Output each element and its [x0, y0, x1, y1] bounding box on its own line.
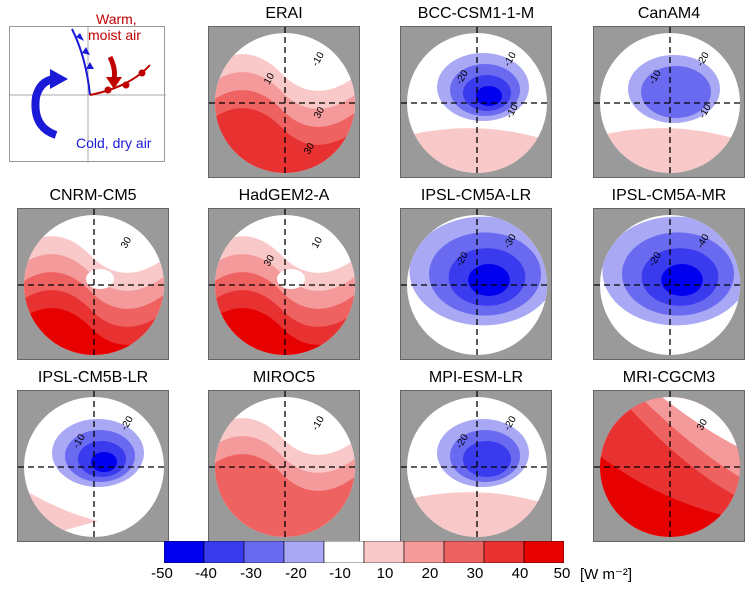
colorbar — [164, 541, 564, 563]
panel-title: ERAI — [265, 5, 303, 22]
map-field: -20-10 — [18, 391, 168, 541]
colorbar-tick-label: -50 — [151, 565, 173, 582]
map-field: 10 30 — [209, 209, 359, 359]
map-field: -40-20 — [594, 209, 744, 359]
map-field: 30 — [18, 209, 168, 359]
contour-label: 30 — [119, 235, 134, 251]
map-panel: 30 — [593, 390, 745, 542]
map-field: -10 — [209, 391, 359, 541]
panel-title: CanAM4 — [637, 5, 701, 22]
colorbar-tick-label: -30 — [240, 565, 262, 582]
schematic-panel: Warm, moist air Cold, dry air — [9, 11, 166, 163]
colorbar-bin — [443, 541, 485, 563]
map-panel: -10 — [208, 390, 360, 542]
contour-label: 30 — [302, 141, 317, 157]
colorbar-bin — [363, 541, 405, 563]
colorbar-tick-label: 50 — [553, 565, 571, 582]
schematic-drawing — [10, 27, 166, 163]
map-panel: -20 -10 -10 — [593, 26, 745, 178]
map-field: -30-20 — [401, 209, 551, 359]
colorbar-bin — [203, 541, 245, 563]
panel-title: MRI-CGCM3 — [622, 369, 716, 386]
map-panel: -40 -20 — [593, 208, 745, 360]
colorbar-tick-label: 20 — [421, 565, 439, 582]
colorbar-tick-label: 40 — [511, 565, 529, 582]
contour-label: 10 — [310, 235, 325, 251]
panel-title: IPSL-CM5A-MR — [611, 187, 727, 204]
map-panel: -20 -20 — [400, 390, 552, 542]
map-panel: 30 — [17, 208, 169, 360]
map-panel: -10 -20 -10 — [400, 26, 552, 178]
contour-label: 30 — [695, 417, 710, 433]
colorbar-unit: [W m⁻²] — [580, 566, 633, 583]
colorbar-tick-label: -10 — [329, 565, 351, 582]
colorbar-tick-label: 30 — [466, 565, 484, 582]
colorbar-bin — [164, 541, 205, 563]
colorbar-tick-label: -40 — [195, 565, 217, 582]
colorbar-bin — [483, 541, 525, 563]
warm-label-1: Warm, — [96, 11, 137, 27]
map-panel: -10 10 30 30 — [208, 26, 360, 178]
panel-title: HadGEM2-A — [238, 187, 330, 204]
panel-title: IPSL-CM5A-LR — [420, 187, 532, 204]
colorbar-bin — [403, 541, 445, 563]
contour-label: 30 — [312, 105, 327, 121]
panel-title: BCC-CSM1-1-M — [417, 5, 535, 22]
panel-title: IPSL-CM5B-LR — [37, 369, 149, 386]
map-panel: 10 30 — [208, 208, 360, 360]
colorbar-bin — [323, 541, 365, 563]
cold-label: Cold, dry air — [76, 135, 152, 151]
map-field: -20-10-10 — [594, 27, 744, 177]
map-field: -10-20-10 — [401, 27, 551, 177]
colorbar-bin — [243, 541, 285, 563]
colorbar-tick-label: -20 — [285, 565, 307, 582]
colorbar-tick-label: 10 — [376, 565, 394, 582]
map-panel: -20 -10 — [17, 390, 169, 542]
warm-label-2: moist air — [88, 27, 141, 43]
panel-title: CNRM-CM5 — [49, 187, 137, 204]
panel-title: MIROC5 — [252, 369, 316, 386]
contour-label: 30 — [262, 253, 277, 269]
colorbar-bin — [283, 541, 325, 563]
colorbar-bin — [523, 541, 564, 563]
map-panel: -30 -20 — [400, 208, 552, 360]
panel-title: MPI-ESM-LR — [428, 369, 524, 386]
contour-label: 10 — [262, 71, 277, 87]
map-field: 30 — [594, 391, 744, 541]
map-field: -20-20 — [401, 391, 551, 541]
